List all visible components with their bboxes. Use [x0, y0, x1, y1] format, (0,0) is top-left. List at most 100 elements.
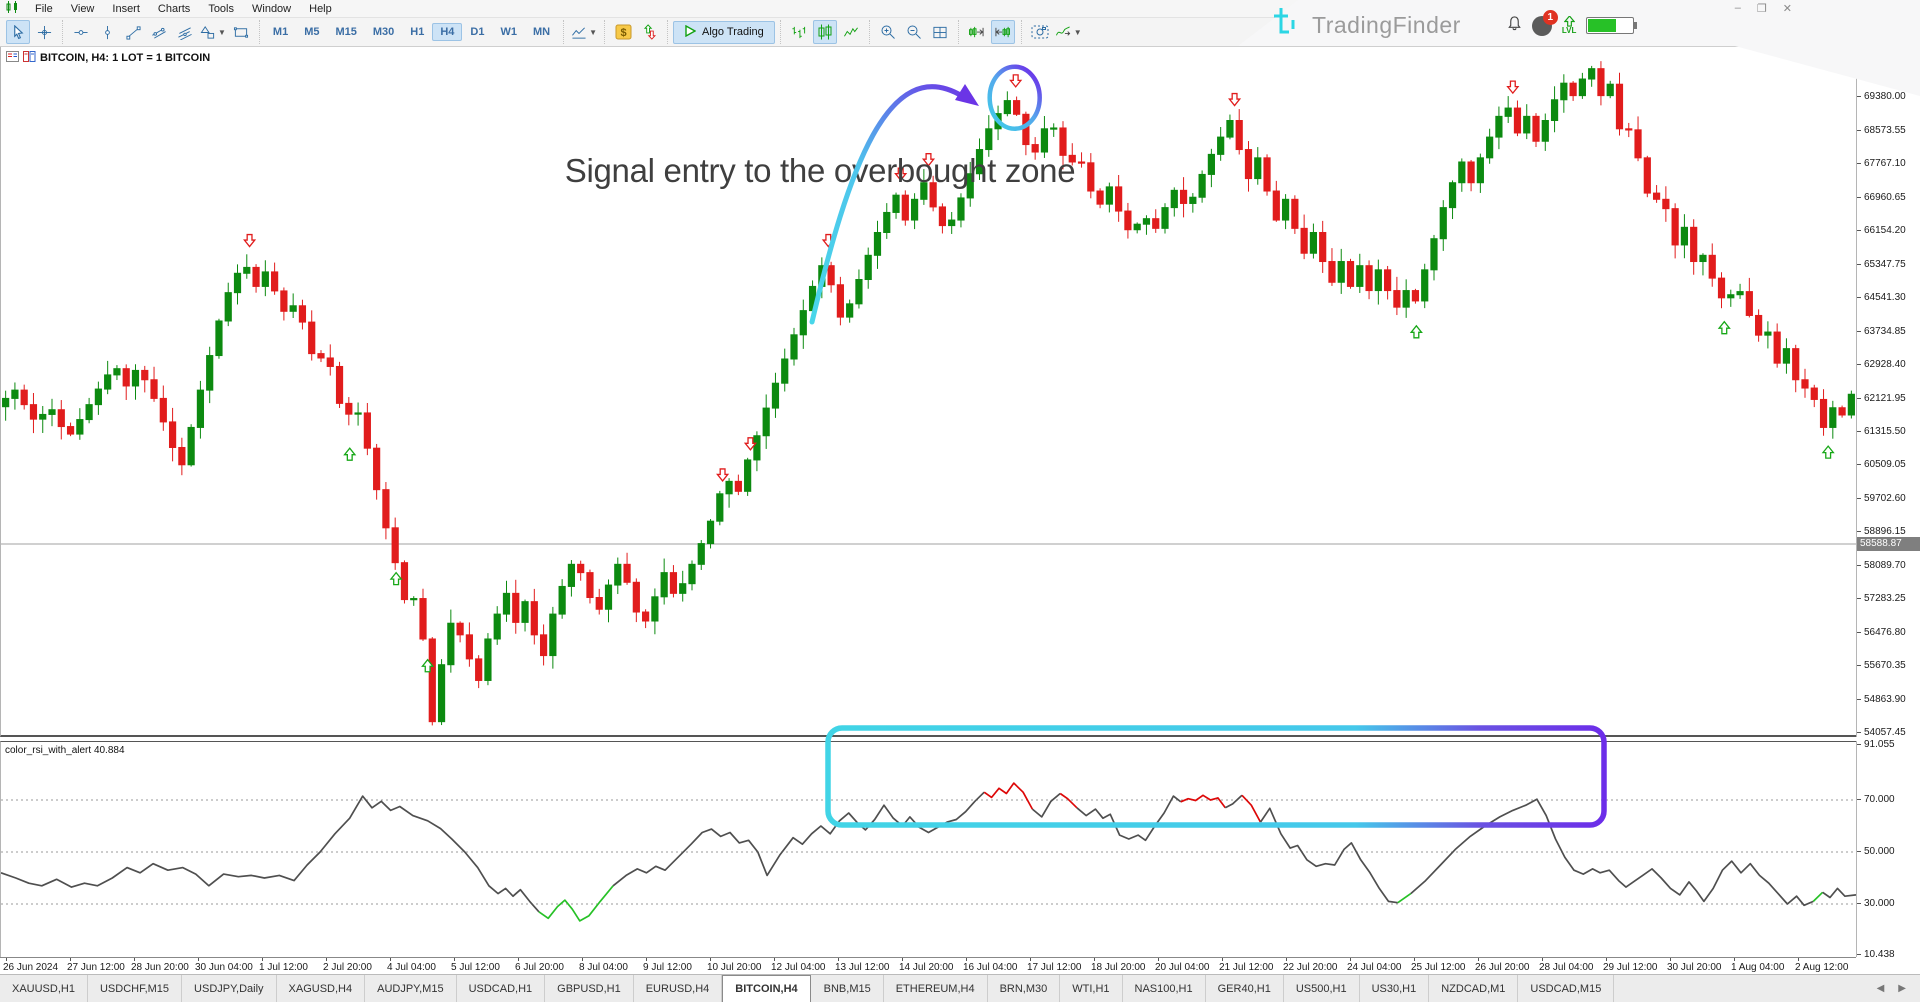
menu-charts[interactable]: Charts: [157, 2, 191, 15]
tab-xauusd[interactable]: XAUUSD,H1: [0, 975, 88, 1002]
time-label: 2 Jul 20:00: [323, 962, 372, 973]
progress-battery: [1586, 17, 1638, 34]
menu-help[interactable]: Help: [309, 2, 332, 15]
tile-windows-button[interactable]: [928, 20, 952, 44]
tab-xagusd[interactable]: XAGUSD,H4: [277, 975, 366, 1002]
tradingfinder-logo-text: TradingFinder: [1312, 12, 1461, 38]
cursor-button[interactable]: [6, 20, 30, 44]
tab-usdchf[interactable]: USDCHF,M15: [88, 975, 183, 1002]
minimize-button[interactable]: –: [1734, 2, 1741, 14]
rsi-axis: 91.055 70.000 50.000 30.000 10.438: [1856, 739, 1920, 960]
tab-eurusd[interactable]: EURUSD,H4: [634, 975, 723, 1002]
time-label: 13 Jul 12:00: [835, 962, 890, 973]
vertical-line-button[interactable]: [95, 20, 119, 44]
time-label: 5 Jul 12:00: [451, 962, 500, 973]
price-label: 66154.20: [1864, 225, 1906, 237]
price-tick: [1857, 464, 1861, 466]
price-tick: [1857, 163, 1861, 165]
screenshot-icon: [1031, 24, 1049, 40]
price-tick: [1857, 196, 1861, 198]
scroll-left-icon[interactable]: ◀: [1876, 983, 1885, 994]
candlestick-chart-button[interactable]: [812, 20, 837, 44]
bell-icon[interactable]: [1507, 15, 1522, 36]
restore-button[interactable]: ❐: [1756, 3, 1767, 15]
price-axis: 70186.4569380.0068573.5567767.1066960.65…: [1856, 47, 1920, 738]
timeframe-d1[interactable]: D1: [470, 26, 485, 38]
chevron-down-icon: ▼: [589, 27, 598, 37]
rsi-tick: [1857, 799, 1861, 800]
tab-wti[interactable]: WTI,H1: [1060, 975, 1123, 1002]
price-label: 62928.40: [1864, 359, 1906, 371]
time-label: 14 Jul 20:00: [899, 962, 954, 973]
tab-usdcad[interactable]: USDCAD,M15: [1518, 975, 1615, 1002]
buy-sell-arrows-button[interactable]: [637, 20, 661, 44]
fibonacci-button[interactable]: [173, 20, 197, 44]
tab-ger40[interactable]: GER40,H1: [1206, 975, 1284, 1002]
bar-chart-button[interactable]: [787, 20, 811, 44]
algo-trading-button[interactable]: Algo Trading: [673, 20, 775, 44]
one-click-trading-button[interactable]: $: [611, 20, 635, 44]
chart-type-button[interactable]: ▼: [570, 20, 598, 44]
time-tick: [518, 958, 519, 961]
timeframe-m30[interactable]: M30: [372, 26, 395, 38]
time-label: 17 Jul 12:00: [1027, 962, 1082, 973]
screenshot-button[interactable]: [1028, 20, 1052, 44]
price-label: 58896.15: [1864, 526, 1906, 538]
tab-audjpy[interactable]: AUDJPY,M15: [365, 975, 457, 1002]
zoom-in-button[interactable]: [876, 20, 900, 44]
timeframe-h4[interactable]: H4: [432, 23, 463, 41]
shift-end-button[interactable]: [965, 20, 989, 44]
tab-nzdcad[interactable]: NZDCAD,M1: [1429, 975, 1519, 1002]
menu-tools[interactable]: Tools: [208, 2, 234, 15]
time-label: 28 Jun 20:00: [131, 962, 189, 973]
crosshair-button[interactable]: [32, 20, 56, 44]
time-tick: [6, 958, 7, 961]
notification-icon[interactable]: 1: [1531, 9, 1558, 36]
quick-trade-icon[interactable]: [6, 51, 19, 65]
rsi-indicator-panel[interactable]: [0, 741, 1857, 957]
zoom-out-button[interactable]: [902, 20, 926, 44]
tab-ethereum[interactable]: ETHEREUM,H4: [884, 975, 988, 1002]
time-tick: [1670, 958, 1671, 961]
shapes-button[interactable]: ▼: [199, 20, 227, 44]
tab-nas100[interactable]: NAS100,H1: [1123, 975, 1206, 1002]
tab-usdcad[interactable]: USDCAD,H1: [457, 975, 546, 1002]
tab-us500[interactable]: US500,H1: [1284, 975, 1360, 1002]
equidistant-channel-button[interactable]: [147, 20, 171, 44]
rsi-axis-label: 50.000: [1864, 846, 1895, 857]
price-label: 59702.60: [1864, 492, 1906, 504]
symbol-tabs-bar: XAUUSD,H1 USDCHF,M15 USDJPY,Daily XAGUSD,H4…: [0, 974, 1920, 1002]
time-label: 24 Jul 04:00: [1347, 962, 1402, 973]
timeframe-h1[interactable]: H1: [410, 26, 425, 38]
tab-us30[interactable]: US30,H1: [1360, 975, 1430, 1002]
close-button[interactable]: ✕: [1782, 3, 1792, 15]
tab-usdjpy[interactable]: USDJPY,Daily: [182, 975, 277, 1002]
horizontal-line-button[interactable]: [69, 20, 93, 44]
trendline-button[interactable]: [121, 20, 145, 44]
price-tick: [1857, 330, 1861, 332]
menu-window[interactable]: Window: [252, 2, 292, 15]
menu-file[interactable]: File: [35, 2, 53, 15]
tab-bitcoin[interactable]: BITCOIN,H4: [722, 975, 811, 1002]
rectangle-button[interactable]: [229, 20, 253, 44]
timeframe-m5[interactable]: M5: [304, 26, 320, 38]
indicators-button[interactable]: ▼: [1054, 20, 1083, 44]
auto-scroll-button[interactable]: [990, 20, 1015, 44]
timeframe-m15[interactable]: M15: [335, 26, 357, 38]
menu-view[interactable]: View: [70, 2, 95, 15]
scroll-right-icon[interactable]: ▶: [1898, 983, 1906, 994]
timeframe-w1[interactable]: W1: [500, 26, 517, 38]
tab-bnb[interactable]: BNB,M15: [812, 975, 884, 1002]
menu-insert[interactable]: Insert: [112, 2, 140, 15]
main-chart-panel[interactable]: [0, 47, 1856, 737]
candlestick-chart-icon: [817, 24, 833, 40]
time-axis: 26 Jun 2024 27 Jun 12:00 28 Jun 20:00 30 Ju…: [0, 957, 1856, 974]
tab-brn[interactable]: BRN,M30: [988, 975, 1061, 1002]
depth-of-market-icon[interactable]: [23, 51, 36, 65]
line-chart-button[interactable]: [839, 20, 863, 44]
tab-gbpusd[interactable]: GBPUSD,H1: [545, 975, 634, 1002]
toolbar-group: ▼: [563, 20, 604, 44]
rsi-tick: [1857, 744, 1861, 745]
timeframe-mn[interactable]: MN: [532, 26, 551, 38]
timeframe-m1[interactable]: M1: [272, 26, 289, 38]
